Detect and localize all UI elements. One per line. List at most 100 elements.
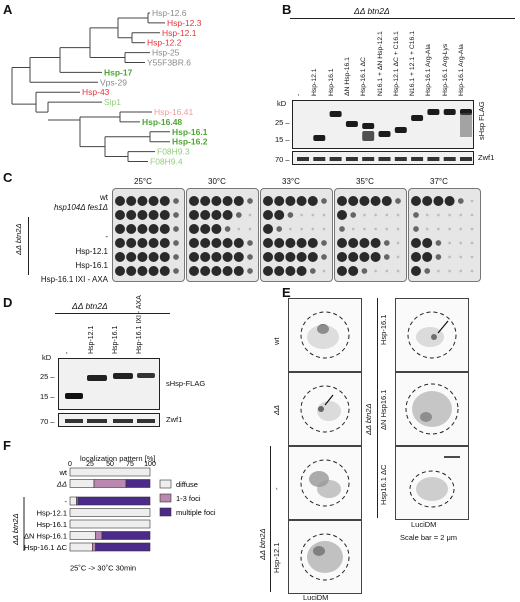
tree-leaf-label: Hsp-12.3 [167, 18, 202, 28]
f-bar-segment [69, 496, 77, 506]
f-bar-segment [92, 542, 96, 552]
f-title: localization pattern [%] [80, 454, 156, 463]
cell-hsp16-1 [395, 298, 469, 372]
f-legend-label: diffuse [176, 480, 198, 489]
panel-c-row-label: Hsp-16.1 IXI - AXA [40, 275, 108, 284]
panel-d-blot-shsp [58, 358, 160, 410]
f-bar-segment [77, 496, 151, 506]
tree-leaf-label: Hsp-12.1 [162, 28, 197, 38]
tree-leaf-label: Hsp-16.41 [154, 107, 193, 117]
panel-b-lane-label: Hsp-16.1 ΔC [360, 57, 368, 96]
panel-c-temp-label: 30°C [208, 177, 226, 186]
f-group-label: ΔΔ btn2Δ [11, 514, 20, 547]
panel-b-lane-label: N16.1 + ΔN Hsp-12.1 [376, 31, 384, 96]
tree-leaf-label: Hsp-43 [82, 87, 110, 97]
panel-d-shsp-label: sHsp-FLAG [166, 379, 206, 388]
cell-dd [288, 372, 362, 446]
f-bar-segment [69, 467, 151, 477]
f-tick-label: 100 [144, 461, 156, 468]
e-xlabel-left: LuciDM [303, 593, 329, 602]
panel-b-marker-15: 15 – [275, 135, 290, 144]
f-category-label: Hsp-12.1 [37, 509, 67, 518]
e-left-group-line [270, 446, 271, 592]
f-bar-segment [69, 479, 95, 488]
f-bar-segment [101, 531, 151, 540]
cell-empty [288, 446, 362, 520]
f-tick-label: 50 [106, 461, 114, 468]
f-chart: 0 25 50 75 100 wt ΔΔ - Hsp-12.1 Hsp-16.1 ΔN Hsp-16… [11, 461, 216, 573]
panel-c-temp-label: 37°C [430, 177, 448, 186]
panel-c-temp-label: 25°C [134, 177, 152, 186]
f-category-label: ΔN Hsp-16.1 [24, 532, 67, 541]
tree-leaf-label: Hsp-16.48 [142, 117, 182, 127]
f-legend-swatch [159, 493, 172, 503]
panel-b-lane-label: ΔN Hsp-16.1 [343, 57, 351, 96]
f-category-label: Hsp-16.1 [37, 520, 67, 529]
panel-c-plate [408, 188, 481, 282]
f-bar-segment [95, 542, 151, 552]
e-xlabel-right: LuciDM [411, 520, 437, 529]
e-label-hsp16-1: Hsp-16.1 [379, 314, 388, 345]
panel-label-e: E [282, 285, 291, 300]
panel-b-title: ΔΔ btn2Δ [354, 6, 390, 16]
panel-b-lane-label: Hsp-16.1 Arg-Ala [425, 44, 433, 96]
f-bar-segment [69, 542, 93, 552]
cell-hsp12-1 [288, 520, 362, 594]
panel-d-zwf1-label: Zwf1 [166, 415, 183, 424]
panel-b-lane-label: - [295, 93, 302, 96]
cell-wt [288, 298, 362, 372]
e-scale-label: Scale bar = 2 μm [400, 533, 458, 542]
panel-d-lane-label: Hsp-12.1 [88, 325, 95, 354]
e-label-dd: ΔΔ [272, 404, 281, 415]
tree-leaf-label: Hsp-17 [104, 67, 133, 77]
panel-d-marker-15: 15 – [40, 392, 55, 401]
panel-c-group-label: ΔΔ btn2Δ [14, 223, 23, 256]
e-label-hsp12-1: Hsp-12.1 [272, 542, 281, 573]
f-category-label: - [65, 497, 68, 506]
panel-b-lane-label: Hsp-16.1 Arg-Ala [458, 44, 465, 96]
tree-leaf-label: Hsp-16.2 [172, 137, 208, 147]
f-tick-label: 0 [68, 461, 72, 468]
e-right-group-label: ΔΔ btn2Δ [364, 403, 373, 436]
panel-c-temp-label: 33°C [282, 177, 300, 186]
e-label-empty: - [272, 487, 281, 491]
panel-b-zwf1-label: Zwf1 [478, 153, 495, 162]
f-bar-segment [69, 519, 151, 529]
e-label-hsp16-1-dc: Hsp16.1 ΔC [379, 464, 388, 505]
panel-d-lane-label: Hsp-16.1 IXI - AXA [136, 295, 143, 354]
panel-b-marker-25: 25 – [275, 118, 290, 127]
f-bar-segment [125, 479, 151, 488]
panel-d-blot-zwf1 [58, 413, 160, 427]
panel-label-a: A [3, 2, 13, 17]
tree-leaf-label: Hsp-25 [152, 48, 180, 58]
f-legend-label: multiple foci [176, 508, 216, 517]
f-legend-label: 1-3 foci [176, 494, 201, 503]
panel-label-f: F [3, 438, 11, 453]
panel-c-temp-label: 35°C [356, 177, 374, 186]
panel-b-marker-70: 70 – [275, 155, 290, 164]
panel-c-row-label: - [105, 232, 108, 241]
panel-c-group-line [28, 217, 29, 275]
tree-leaf-label: Hsp-16.1 [172, 127, 208, 137]
tree-leaf-label: Sip1 [104, 97, 121, 107]
cell-dn-hsp16-1 [395, 372, 469, 446]
f-tick-label: 75 [126, 461, 134, 468]
panel-b-title-line [290, 18, 515, 19]
panel-b-lane-label: Hsp-12.1 [311, 68, 319, 96]
panel-c-row-label: hsp104Δ fes1Δ [53, 203, 108, 212]
panel-c-plate [186, 188, 259, 282]
tree-leaf-label: F08H9.3 [157, 147, 190, 157]
f-legend-swatch [159, 507, 172, 517]
f-bar-segment [69, 508, 151, 517]
f-bar-segment [93, 479, 127, 488]
panel-d-title-line [55, 313, 170, 314]
tree-leaf-label: Vps-29 [100, 77, 127, 87]
panel-d-lane-label: - [64, 351, 71, 354]
panel-c-plate [112, 188, 185, 282]
e-label-dn-hsp16-1: ΔN Hsp16.1 [379, 389, 388, 430]
panel-c-row-label: Hsp-12.1 [75, 247, 108, 256]
panel-d-marker-25: 25 – [40, 372, 55, 381]
e-right-group-line [377, 298, 378, 518]
cell-hsp16-1-dc [395, 446, 469, 520]
phylogenetic-tree: Hsp-12.6Hsp-12.3Hsp-12.1Hsp-12.2Hsp-25Y5… [11, 8, 208, 167]
